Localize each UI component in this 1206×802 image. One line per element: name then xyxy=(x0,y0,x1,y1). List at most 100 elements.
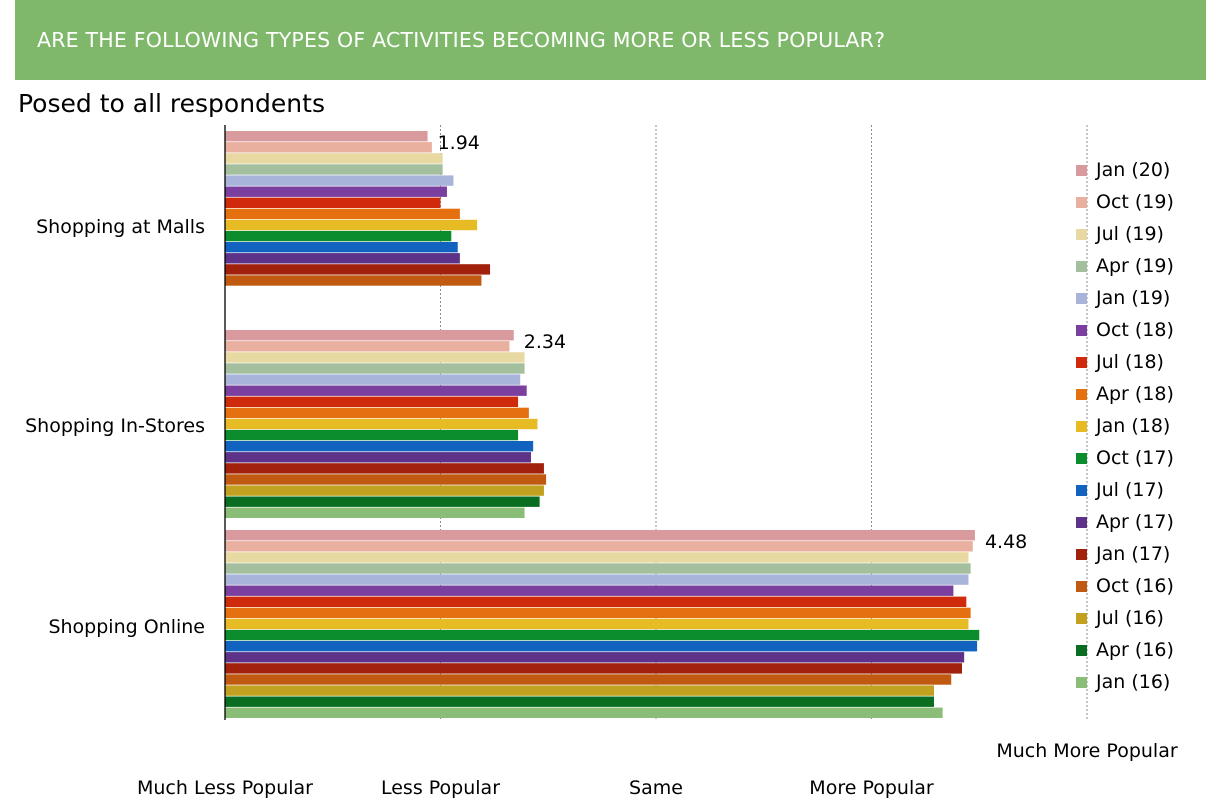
bar xyxy=(225,396,519,407)
x-tick-label: Less Popular xyxy=(381,777,500,799)
category-label: Shopping In-Stores xyxy=(25,415,205,437)
x-tick-label: Much More Popular xyxy=(996,740,1178,762)
legend-label: Oct (19) xyxy=(1096,191,1174,213)
bar xyxy=(225,496,540,507)
legend-label: Oct (16) xyxy=(1096,575,1174,597)
legend-label: Jan (16) xyxy=(1096,671,1171,693)
legend-label: Jul (19) xyxy=(1096,223,1164,245)
bar xyxy=(225,208,460,220)
legend-item: Apr (16) xyxy=(1076,634,1174,666)
bar xyxy=(225,696,934,707)
bar xyxy=(225,374,521,385)
bar xyxy=(225,541,973,552)
legend-item: Jul (16) xyxy=(1076,602,1174,634)
bar xyxy=(225,330,514,341)
bar xyxy=(225,441,534,452)
legend-swatch xyxy=(1076,356,1087,368)
legend-swatch xyxy=(1076,676,1087,688)
bar xyxy=(225,219,478,231)
legend-label: Jan (20) xyxy=(1096,159,1171,181)
bar xyxy=(225,164,443,175)
legend-swatch xyxy=(1076,164,1087,176)
legend-swatch xyxy=(1076,452,1087,464)
legend-label: Jan (18) xyxy=(1096,415,1171,437)
legend-label: Oct (18) xyxy=(1096,319,1174,341)
legend-item: Jul (19) xyxy=(1076,218,1174,250)
legend-swatch xyxy=(1076,516,1087,528)
legend-swatch xyxy=(1076,484,1087,496)
bar xyxy=(225,685,934,696)
x-tick-label: Same xyxy=(629,777,683,799)
bar xyxy=(225,663,963,674)
bar xyxy=(225,707,943,718)
legend-label: Apr (19) xyxy=(1096,255,1174,277)
chart-legend: Jan (20) Oct (19) Jul (19) Apr (19) Jan (19)… xyxy=(1076,154,1174,698)
bar xyxy=(225,230,452,242)
bar xyxy=(225,264,491,275)
category-label: Shopping Online xyxy=(48,616,205,638)
bar xyxy=(225,429,519,441)
legend-label: Jul (18) xyxy=(1096,351,1164,373)
legend-label: Jul (16) xyxy=(1096,607,1164,629)
title-banner: ARE THE FOLLOWING TYPES OF ACTIVITIES BE… xyxy=(15,0,1206,80)
bar xyxy=(225,142,432,153)
bar xyxy=(225,563,971,574)
legend-swatch xyxy=(1076,612,1087,624)
bar xyxy=(225,131,428,142)
bar xyxy=(225,407,529,419)
legend-swatch xyxy=(1076,196,1087,208)
bar xyxy=(225,618,969,630)
data-label: 2.34 xyxy=(524,331,566,353)
bar xyxy=(225,197,441,208)
bar xyxy=(225,242,458,253)
legend-item: Jan (18) xyxy=(1076,410,1174,442)
legend-swatch xyxy=(1076,420,1087,432)
legend-item: Apr (17) xyxy=(1076,506,1174,538)
legend-label: Apr (18) xyxy=(1096,383,1174,405)
legend-item: Jan (16) xyxy=(1076,666,1174,698)
bar xyxy=(225,352,525,363)
legend-item: Jan (20) xyxy=(1076,154,1174,186)
legend-swatch xyxy=(1076,228,1087,240)
bar xyxy=(225,452,532,463)
bar xyxy=(225,596,967,607)
legend-item: Jan (19) xyxy=(1076,282,1174,314)
chart-title: ARE THE FOLLOWING TYPES OF ACTIVITIES BE… xyxy=(37,28,886,52)
bar xyxy=(225,418,538,430)
bar xyxy=(225,574,969,585)
bar xyxy=(225,363,525,374)
bar xyxy=(225,341,510,352)
legend-swatch xyxy=(1076,292,1087,304)
bar xyxy=(225,585,954,596)
category-label: Shopping at Malls xyxy=(36,216,205,238)
bar xyxy=(225,186,447,197)
chart-subtitle: Posed to all respondents xyxy=(18,89,325,118)
bar xyxy=(225,275,482,286)
legend-swatch xyxy=(1076,324,1087,336)
legend-label: Jan (19) xyxy=(1096,287,1171,309)
bar xyxy=(225,175,454,186)
legend-item: Oct (16) xyxy=(1076,570,1174,602)
legend-swatch xyxy=(1076,388,1087,400)
bar xyxy=(225,629,980,641)
data-label: 4.48 xyxy=(985,531,1027,553)
legend-label: Apr (17) xyxy=(1096,511,1174,533)
legend-label: Jan (17) xyxy=(1096,543,1171,565)
bar xyxy=(225,552,969,563)
bar xyxy=(225,474,547,485)
bar xyxy=(225,385,527,396)
bar xyxy=(225,641,978,652)
legend-item: Jul (17) xyxy=(1076,474,1174,506)
x-tick-label: More Popular xyxy=(809,777,934,799)
legend-item: Oct (19) xyxy=(1076,186,1174,218)
legend-label: Apr (16) xyxy=(1096,639,1174,661)
legend-item: Jul (18) xyxy=(1076,346,1174,378)
legend-item: Oct (17) xyxy=(1076,442,1174,474)
bar xyxy=(225,507,525,518)
data-label: 1.94 xyxy=(438,132,480,154)
legend-item: Oct (18) xyxy=(1076,314,1174,346)
legend-item: Apr (19) xyxy=(1076,250,1174,282)
legend-label: Oct (17) xyxy=(1096,447,1174,469)
bar xyxy=(225,607,971,619)
